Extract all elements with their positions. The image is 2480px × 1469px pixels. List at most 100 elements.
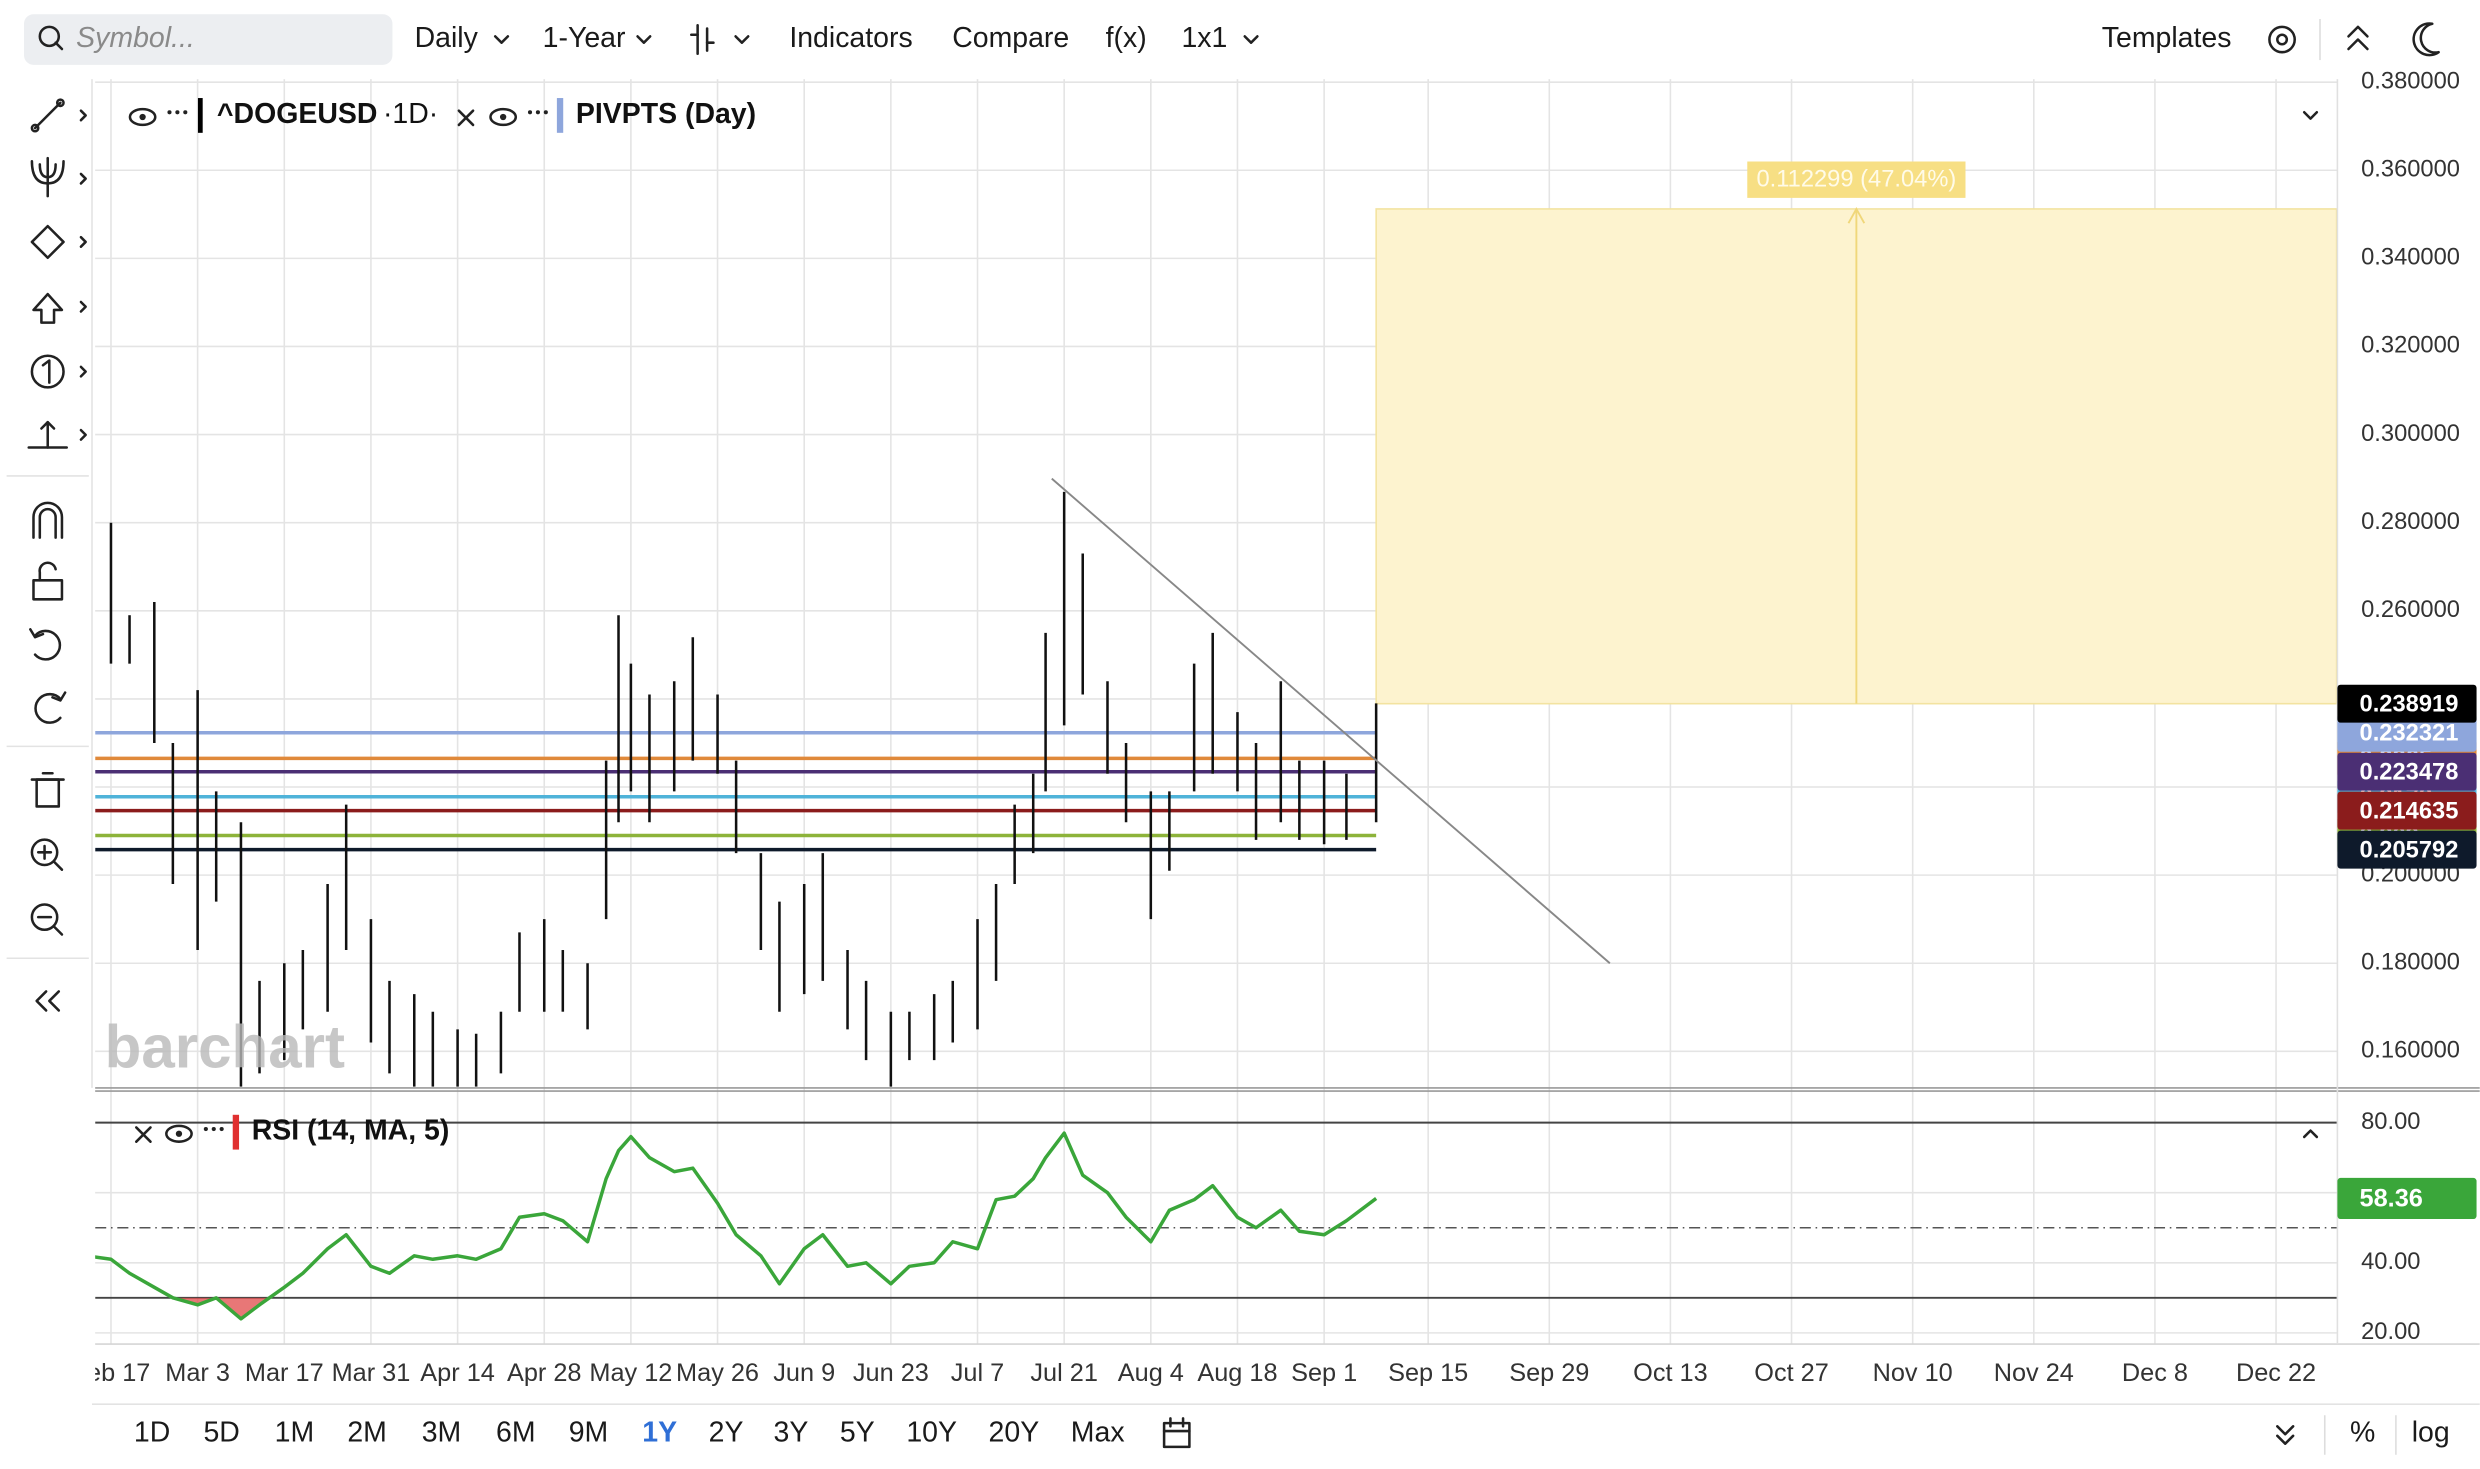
projection-label-box [1747, 161, 1966, 198]
collapse-button[interactable] [2347, 25, 2369, 51]
x-tick-label: Nov 24 [1994, 1359, 2074, 1387]
pivot-label: 0.214635 [2360, 799, 2459, 825]
calendar-button[interactable] [1162, 1417, 1191, 1449]
x-tick-label: Sep 15 [1388, 1359, 1468, 1387]
watermark: barchart [105, 1013, 345, 1080]
range-button[interactable]: 3M [422, 1417, 462, 1449]
collapse-button[interactable] [2276, 1425, 2295, 1445]
x-tick-label: Apr 14 [420, 1359, 495, 1387]
layout-menu[interactable]: 1x1 [1181, 22, 1227, 54]
scale-button[interactable]: % [2350, 1417, 2375, 1449]
x-tick-label: May 12 [589, 1359, 672, 1387]
range-button[interactable]: 2M [347, 1417, 387, 1449]
pivot-label-box [2337, 752, 2477, 791]
x-tick-label: Jun 23 [853, 1359, 929, 1387]
price-legend: ^DOGEUSD ·1D· PIVPTS (Day) [128, 98, 2319, 133]
x-tick-label: Oct 27 [1754, 1359, 1829, 1387]
y-tick-label: 0.280000 [2361, 509, 2460, 535]
magnet-tool[interactable] [32, 501, 64, 539]
more-button[interactable] [527, 110, 548, 115]
trend-line [1051, 477, 1611, 964]
range-button[interactable]: 1M [275, 1417, 315, 1449]
x-axis: Feb 17 Mar 3 Mar 17 Mar 31 Apr 14 Apr 28 May 1… [95, 1359, 2316, 1387]
chevron [636, 35, 652, 44]
x-tick-label: Aug 18 [1197, 1359, 1277, 1387]
indicators-button[interactable]: Indicators [789, 22, 912, 54]
visibility-toggle[interactable] [128, 107, 157, 127]
pivot-label: 0.232321 [2360, 721, 2459, 747]
search-icon [38, 25, 61, 48]
interval-label: ·1D· [383, 98, 438, 130]
compare-button[interactable]: Compare [952, 22, 1069, 54]
lock-tool[interactable] [32, 561, 64, 601]
measure-tool[interactable] [27, 420, 68, 449]
line-tool[interactable] [30, 98, 65, 133]
remove-study[interactable] [135, 1126, 152, 1143]
templates-button[interactable]: Templates [2102, 22, 2232, 54]
range-button[interactable]: 6M [496, 1417, 536, 1449]
range-button[interactable]: 5Y [840, 1417, 875, 1449]
counter-tool[interactable] [30, 354, 65, 389]
x-tick-label: Mar 3 [165, 1359, 230, 1387]
undo-button[interactable] [29, 628, 62, 661]
interval-menu[interactable]: Daily [415, 22, 479, 54]
chevron [734, 35, 750, 44]
symbol-label: ^DOGEUSD [217, 98, 377, 130]
rsi-line [95, 1131, 1378, 1321]
period-menu[interactable]: 1-Year [543, 22, 626, 54]
x-tick-label: Dec 8 [2122, 1359, 2188, 1387]
rsi-last-box [2337, 1177, 2477, 1220]
x-tick-label: Jul 21 [1030, 1359, 1098, 1387]
visibility-toggle[interactable] [489, 107, 518, 127]
x-tick-label: Jun 9 [773, 1359, 835, 1387]
panel-menu[interactable] [2302, 111, 2319, 120]
range-button[interactable]: 9M [569, 1417, 609, 1449]
range-button[interactable]: Max [1071, 1417, 1125, 1449]
symbol-placeholder[interactable]: Symbol... [76, 22, 195, 54]
drawing-sidebar [6, 79, 93, 1088]
chart-type-button[interactable] [690, 24, 715, 56]
x-tick-label: Oct 13 [1633, 1359, 1708, 1387]
theme-button[interactable] [2412, 22, 2440, 57]
delete-button[interactable] [30, 771, 65, 808]
more-button[interactable] [203, 1126, 224, 1132]
fx-button[interactable]: f(x) [1106, 22, 1147, 54]
x-tick-label: Dec 22 [2236, 1359, 2316, 1387]
symbol-search[interactable] [24, 14, 393, 65]
settings-button[interactable] [2268, 25, 2296, 54]
chevron [493, 35, 510, 44]
visibility-toggle[interactable] [165, 1124, 193, 1143]
range-button[interactable]: 1D [134, 1417, 170, 1449]
range-button[interactable]: 5D [203, 1417, 239, 1449]
more-button[interactable] [167, 110, 188, 115]
study-swatch [232, 1114, 240, 1150]
x-tick-label: Aug 4 [1118, 1359, 1184, 1387]
toolbar: Symbol... Daily 1-Year Indicators Compar… [24, 14, 2440, 65]
projection-arrowhead [1847, 206, 1866, 224]
remove-study[interactable] [457, 109, 475, 127]
range-button[interactable]: 3Y [774, 1417, 809, 1449]
arrow-tool[interactable] [32, 292, 64, 324]
x-tick-label: Mar 17 [245, 1359, 324, 1387]
shape-tool[interactable] [30, 224, 65, 260]
range-button[interactable]: 10Y [906, 1417, 957, 1449]
pivot-label-box [2337, 830, 2477, 869]
pitchfork-tool[interactable] [30, 156, 65, 198]
x-tick-label: Sep 29 [1509, 1359, 1589, 1387]
collapse-sidebar-button[interactable] [35, 990, 61, 1012]
range-button[interactable]: 20Y [989, 1417, 1040, 1449]
panel-menu[interactable] [2302, 1129, 2319, 1139]
range-button[interactable]: 1Y [642, 1417, 677, 1449]
axes: Feb 17 Mar 3 Mar 17 Mar 31 Apr 14 Apr 28 May 1… [95, 68, 2480, 1387]
scale-button[interactable]: log [2412, 1417, 2450, 1449]
zoom-in-button[interactable] [30, 838, 64, 871]
zoom-out-button[interactable] [30, 903, 64, 936]
y-tick-label: 40.00 [2361, 1249, 2420, 1275]
rsi-legend: RSI (14, MA, 5) [135, 1114, 2319, 1150]
pivot-label: 0.223478 [2360, 760, 2459, 786]
range-button[interactable]: 2Y [709, 1417, 744, 1449]
redo-button[interactable] [34, 691, 67, 724]
search-icon [54, 41, 64, 51]
rsi-last-label: 58.36 [2360, 1185, 2423, 1213]
